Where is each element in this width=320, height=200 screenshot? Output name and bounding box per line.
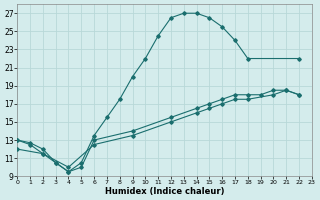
X-axis label: Humidex (Indice chaleur): Humidex (Indice chaleur)	[105, 187, 224, 196]
